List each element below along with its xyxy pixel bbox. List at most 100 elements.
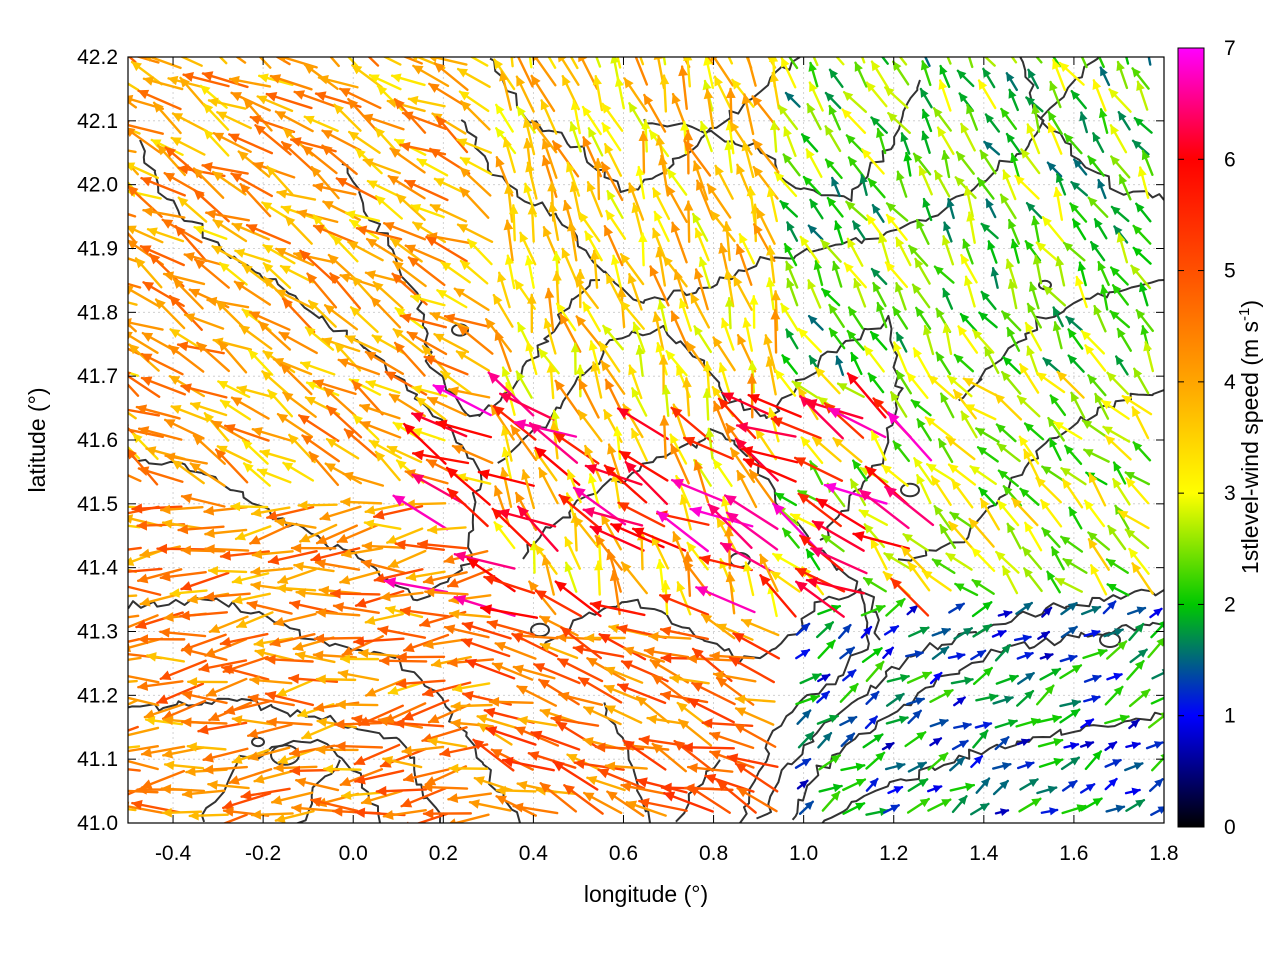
wind-vector [853, 278, 867, 308]
wind-vector [135, 404, 181, 420]
wind-vector [693, 459, 710, 504]
wind-vector [142, 76, 184, 91]
wind-vector [1001, 370, 1022, 395]
wind-vector [793, 456, 844, 482]
wind-vector [1099, 66, 1111, 87]
wind-vector [266, 717, 313, 728]
wind-vector [128, 424, 164, 439]
wind-vector [170, 405, 208, 421]
wind-vector [943, 221, 953, 243]
wind-vector [870, 538, 888, 571]
wind-vector [1039, 652, 1054, 661]
wind-vector [277, 568, 317, 584]
wind-vector [595, 57, 602, 68]
wind-vector [995, 550, 1020, 574]
grid-lines [128, 57, 1164, 823]
wind-vector [400, 787, 447, 808]
wind-vector [538, 678, 580, 706]
wind-vector [262, 262, 292, 289]
wind-vector [835, 57, 845, 66]
wind-vector [955, 151, 975, 175]
wind-vector [994, 719, 1018, 729]
wind-vector [797, 327, 823, 353]
wind-vector [1024, 240, 1042, 262]
wind-vector [1083, 448, 1110, 463]
wind-vector [666, 168, 688, 196]
wind-vector [590, 249, 600, 289]
wind-vector [884, 86, 909, 109]
wind-vector [573, 758, 625, 771]
wind-vector [817, 673, 831, 683]
wind-vector [230, 501, 269, 512]
terrain-contour [958, 279, 1164, 402]
wind-vector [692, 160, 709, 201]
wind-vector [279, 363, 313, 396]
wind-vector [508, 204, 519, 242]
wind-vector [1016, 651, 1034, 660]
colorbar-tick-label: 4 [1224, 371, 1236, 394]
wind-vector [140, 176, 186, 197]
terrain-contour [200, 738, 381, 823]
wind-vector [219, 632, 269, 647]
wind-vector [759, 574, 797, 618]
wind-vector [624, 460, 669, 506]
wind-vector [721, 392, 778, 419]
wind-vector [1059, 654, 1078, 663]
wind-vector [797, 731, 815, 749]
wind-vector [600, 514, 622, 551]
wind-vector [276, 412, 314, 438]
wind-vector [609, 570, 621, 616]
wind-vector [1041, 216, 1065, 243]
wind-vector [1019, 778, 1039, 791]
wind-vector [686, 541, 709, 571]
wind-vector [238, 324, 273, 350]
wind-vector [1024, 521, 1043, 552]
wind-vector [941, 235, 955, 266]
wind-vector [479, 604, 539, 619]
wind-vector [250, 809, 294, 820]
wind-vector [619, 253, 645, 286]
wind-vector [990, 266, 999, 289]
wind-vector [128, 759, 159, 771]
wind-vector [1080, 329, 1106, 355]
wind-vector [906, 371, 929, 399]
wind-vector [1089, 240, 1106, 262]
wind-vector [600, 161, 624, 202]
wind-vector [512, 664, 556, 680]
wind-vector [1024, 321, 1043, 352]
wind-vector [1097, 57, 1105, 69]
wind-vector [492, 293, 514, 328]
wind-vector [1041, 527, 1061, 549]
wind-vector [447, 792, 493, 804]
wind-vector [128, 82, 140, 92]
wind-vector [181, 646, 228, 662]
wind-vector [724, 140, 734, 174]
wind-vector [559, 313, 582, 353]
wind-vector [1002, 356, 1022, 375]
wind-vector [364, 350, 405, 376]
wind-vector [1109, 266, 1129, 286]
wind-vector [786, 221, 799, 242]
wind-vector [1035, 684, 1055, 706]
wind-vector [1072, 158, 1088, 176]
wind-vector [876, 301, 888, 329]
wind-vector [572, 644, 625, 658]
wind-vector [954, 582, 979, 597]
wind-vector [747, 393, 802, 418]
wind-vector [360, 559, 406, 575]
wind-vector [939, 64, 951, 88]
wind-vector [969, 465, 997, 486]
wind-vector [890, 577, 930, 617]
wind-vector [347, 240, 384, 262]
wind-vector [491, 662, 534, 681]
wind-vector [455, 473, 492, 485]
wind-vector [1097, 178, 1107, 200]
wind-vector [889, 391, 908, 418]
wind-vector [128, 745, 141, 749]
wind-vector [741, 93, 755, 136]
wind-vector [230, 172, 273, 198]
wind-vector [809, 460, 824, 486]
wind-vector [631, 527, 687, 552]
wind-vector [174, 224, 208, 263]
